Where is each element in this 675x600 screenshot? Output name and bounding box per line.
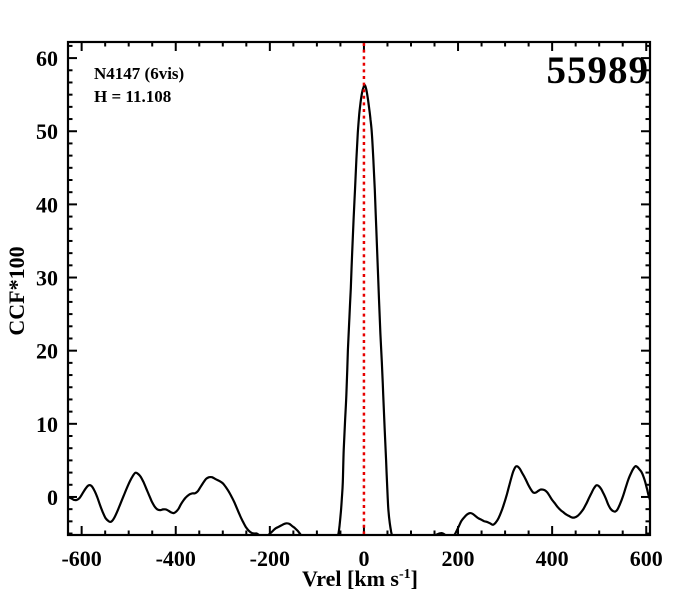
y-tick-label: 0 (47, 485, 58, 510)
y-axis-title: CCF*100 (4, 246, 29, 336)
target-annotation: N4147 (6vis) H = 11.108 (94, 62, 184, 108)
ccf-curve (68, 84, 650, 535)
target-hmag: H = 11.108 (94, 87, 172, 106)
x-axis-title-sup: -1 (398, 567, 411, 582)
y-tick-label: 50 (36, 119, 58, 144)
x-tick-label: -600 (61, 546, 101, 571)
x-tick-label: 200 (442, 546, 475, 571)
y-tick-label: 60 (36, 46, 58, 71)
mjd-badge: 55989 (546, 49, 649, 92)
x-tick-label: 600 (630, 546, 663, 571)
plot-frame (66, 40, 652, 537)
y-tick-label: 20 (36, 339, 58, 364)
x-axis-title: Vrel [km s-1] (302, 566, 418, 592)
x-tick-label: -200 (250, 546, 290, 571)
y-tick-label: 30 (36, 266, 58, 291)
target-name: N4147 (6vis) (94, 64, 185, 83)
x-tick-label: 400 (536, 546, 569, 571)
x-axis-title-post: ] (410, 566, 418, 591)
y-tick-label: 40 (36, 192, 58, 217)
y-tick-label: 10 (36, 412, 58, 437)
x-tick-label: 0 (358, 546, 369, 571)
x-tick-label: -400 (156, 546, 196, 571)
x-axis-title-pre: Vrel [km s (302, 566, 399, 591)
